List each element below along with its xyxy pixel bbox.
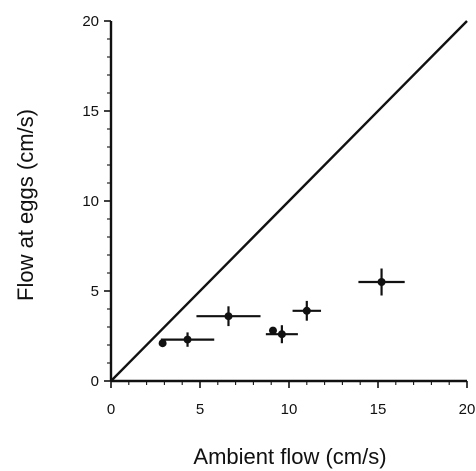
x-tick-label-2: 10 [281, 401, 298, 418]
data-points [158, 268, 405, 348]
data-point-group-4 [265, 325, 298, 344]
y-tick-label-4: 20 [82, 13, 99, 30]
data-point-5 [302, 306, 311, 315]
x-tick-label-1: 5 [196, 401, 204, 418]
x-tick-label-4: 20 [459, 401, 476, 418]
identity-line [110, 20, 468, 382]
data-point-3 [268, 326, 277, 335]
y-tick-label-0: 0 [91, 373, 99, 390]
axis-ticks: 0 5 10 15 20 0 5 10 15 20 [82, 13, 475, 418]
plot-area: 0 5 10 15 20 0 5 10 15 20 [82, 13, 475, 418]
data-point-0 [158, 339, 167, 348]
x-tick-label-0: 0 [107, 401, 115, 418]
y-tick-label-3: 15 [82, 103, 99, 120]
y-tick-label-1: 5 [91, 283, 99, 300]
data-point-group-3 [268, 326, 277, 335]
data-point-group-6 [358, 268, 405, 296]
data-point-group-0 [158, 339, 167, 348]
data-point-2 [224, 312, 233, 321]
x-axis-label: Ambient flow (cm/s) [193, 444, 386, 469]
data-point-group-5 [292, 300, 322, 321]
y-tick-label-2: 10 [82, 193, 99, 210]
data-point-6 [377, 278, 386, 286]
x-tick-label-3: 15 [370, 401, 387, 418]
y-axis-label: Flow at eggs (cm/s) [13, 109, 38, 301]
data-point-group-1 [160, 332, 215, 347]
data-point-1 [183, 335, 192, 344]
data-point-group-2 [196, 306, 261, 327]
data-point-4 [277, 330, 286, 339]
